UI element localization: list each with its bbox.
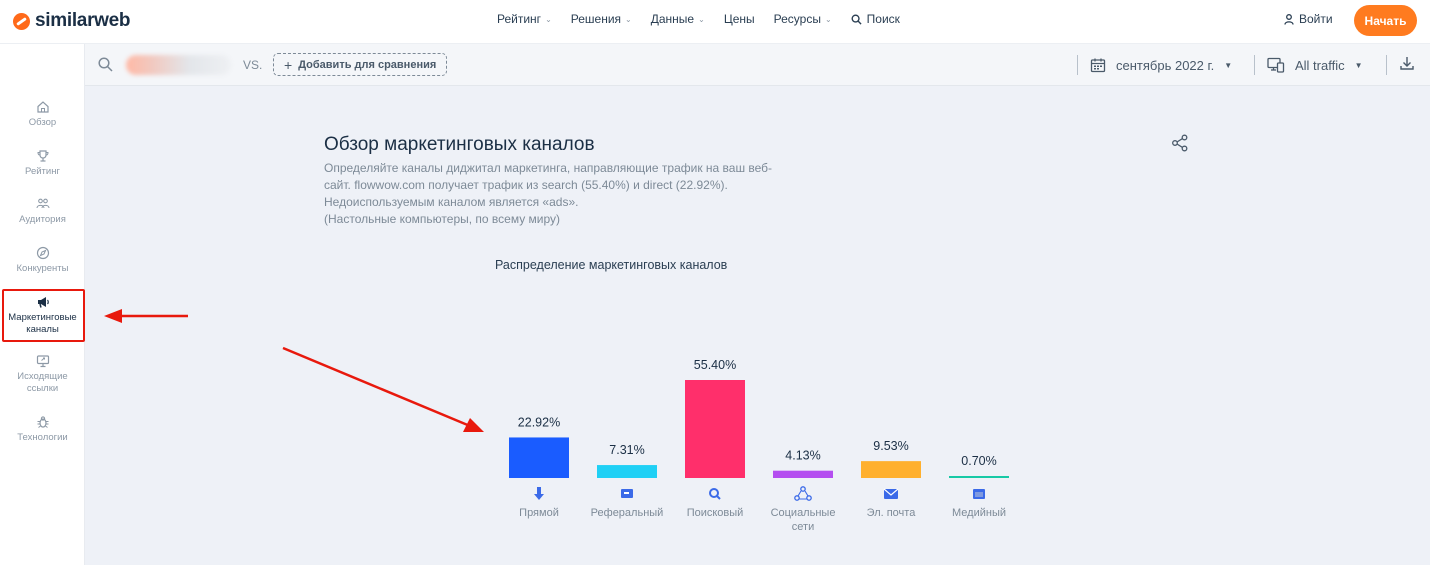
- menu-item-solutions[interactable]: Решения ⌄: [570, 12, 632, 26]
- home-icon: [36, 101, 49, 113]
- bar-value-label: 7.31%: [609, 443, 644, 457]
- marketing-channels-bar-chart: 22.92% Прямой 7.31% Реферальный 55.40% Поиско…: [509, 358, 1009, 533]
- display-icon: [973, 489, 985, 499]
- top-navigation: similarweb Рейтинг ⌄ Решения ⌄ Данные ⌄ Цен…: [0, 0, 1430, 44]
- blurred-site-name[interactable]: [126, 55, 231, 75]
- sidebar-item-label: Технологии: [17, 432, 68, 443]
- outgoing-links-icon: [36, 355, 49, 368]
- bar-value-label: 55.40%: [694, 358, 736, 372]
- menu-item-resources[interactable]: Ресурсы ⌄: [773, 12, 832, 26]
- category-label: Прямой: [519, 507, 559, 519]
- user-icon: [1284, 13, 1294, 25]
- bar-value-label: 22.92%: [518, 415, 560, 429]
- divider: [1254, 55, 1255, 75]
- sidebar-item-label: Обзор: [28, 117, 57, 128]
- similarweb-logo[interactable]: similarweb: [13, 9, 131, 33]
- calendar-icon: [1090, 58, 1106, 73]
- direct-icon: [534, 487, 544, 500]
- category-label: Медийный: [952, 507, 1006, 519]
- main-menu: Рейтинг ⌄ Решения ⌄ Данные ⌄ Цены Ресурсы ⌄ …: [497, 12, 900, 26]
- sidebar-item-label: Исходящие ссылки: [17, 371, 68, 394]
- section-description: Определяйте каналы диджитал маркетинга, …: [324, 161, 773, 226]
- annotation-highlight-box: [2, 289, 85, 342]
- category-label: сети: [792, 521, 814, 533]
- chart-bar: [949, 476, 1009, 478]
- vs-label: VS.: [243, 58, 263, 72]
- left-sidebar: Обзор Рейтинг Аудитория Конкуренты Марке…: [0, 44, 85, 565]
- section-title: Обзор маркетинговых каналов: [324, 134, 595, 155]
- chart-bar: [685, 380, 745, 478]
- sidebar-item-audience[interactable]: Аудитория: [0, 197, 85, 226]
- divider: [1077, 55, 1078, 75]
- chart-title: Распределение маркетинговых каналов: [495, 258, 728, 272]
- nav-search-link[interactable]: Поиск: [851, 12, 900, 26]
- start-button[interactable]: Начать: [1354, 5, 1417, 36]
- bug-icon: [37, 416, 48, 428]
- chevron-down-icon: ⌄: [625, 14, 632, 24]
- caret-down-icon: ▼: [1354, 60, 1363, 70]
- search-icon: [851, 14, 862, 25]
- menu-item-rating[interactable]: Рейтинг ⌄: [497, 12, 552, 26]
- sidebar-item-label: Рейтинг: [25, 166, 60, 177]
- add-compare-button[interactable]: + Добавить для сравнения: [273, 53, 448, 76]
- main-panel: Обзор маркетинговых каналов Определяйте …: [85, 86, 1430, 565]
- chevron-down-icon: ⌄: [698, 14, 705, 24]
- sidebar-item-label: Маркетинговые каналы: [8, 312, 77, 335]
- download-icon[interactable]: [1399, 55, 1415, 71]
- devices-icon: [1267, 57, 1285, 73]
- audience-icon: [35, 198, 50, 209]
- bar-value-label: 9.53%: [873, 439, 908, 453]
- sidebar-item-rating[interactable]: Рейтинг: [0, 149, 85, 178]
- logo-text: similarweb: [35, 10, 131, 31]
- bar-value-label: 4.13%: [785, 449, 820, 463]
- trophy-icon: [36, 150, 49, 162]
- chart-bar: [597, 465, 657, 478]
- social-icon: [794, 486, 812, 501]
- category-label: Социальные: [771, 507, 836, 519]
- category-label: Поисковый: [687, 507, 744, 519]
- sidebar-item-label: Конкуренты: [16, 263, 69, 274]
- divider: [1386, 55, 1387, 75]
- share-icon[interactable]: [1171, 134, 1189, 152]
- megaphone-icon: [37, 297, 49, 308]
- chart-bar: [773, 470, 833, 478]
- category-label: Эл. почта: [867, 507, 917, 519]
- mail-icon: [883, 488, 899, 499]
- search-icon[interactable]: [98, 57, 113, 72]
- traffic-selector[interactable]: All traffic ▼: [1267, 57, 1363, 73]
- chevron-down-icon: ⌄: [824, 14, 832, 24]
- category-label: Реферальный: [591, 507, 664, 519]
- sidebar-item-label: Аудитория: [19, 214, 66, 225]
- compass-icon: [36, 246, 49, 260]
- chart-bar: [509, 437, 569, 478]
- sidebar-item-outgoing-links[interactable]: Исходящие ссылки: [0, 354, 85, 395]
- plus-icon: +: [284, 56, 293, 73]
- menu-item-pricing[interactable]: Цены: [723, 12, 755, 26]
- sidebar-item-marketing-channels[interactable]: Маркетинговые каналы: [0, 295, 85, 336]
- login-link[interactable]: Войти: [1284, 12, 1333, 26]
- logo-mark-icon: [13, 12, 30, 30]
- chart-bar: [861, 461, 921, 478]
- search-icon: [709, 488, 721, 500]
- date-selector[interactable]: сентябрь 2022 г. ▼: [1090, 57, 1232, 73]
- caret-down-icon: ▼: [1224, 60, 1233, 70]
- filter-bar: VS. + Добавить для сравнения сентябрь 20…: [85, 44, 1430, 86]
- sidebar-item-competitors[interactable]: Конкуренты: [0, 246, 85, 275]
- sidebar-item-technologies[interactable]: Технологии: [0, 415, 85, 444]
- menu-item-data[interactable]: Данные ⌄: [650, 12, 705, 26]
- bar-value-label: 0.70%: [961, 454, 996, 468]
- referral-icon: [621, 489, 633, 498]
- sidebar-item-overview[interactable]: Обзор: [0, 100, 85, 129]
- chevron-down-icon: ⌄: [545, 14, 552, 24]
